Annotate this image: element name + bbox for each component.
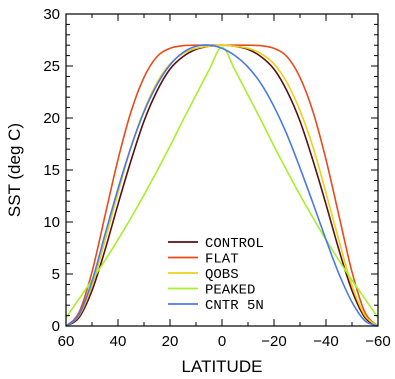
series-line-cntr-5n: [65, 44, 379, 327]
x-tick-label: 0: [218, 333, 226, 350]
x-tick-label: 40: [110, 333, 127, 350]
ticks-layer: 60 40 20 0 −20 −40 −60 0 5 10 15 20 25 30: [43, 6, 390, 350]
x-tick-label: −20: [261, 333, 286, 350]
x-tick-label: 20: [162, 333, 179, 350]
x-tick-label: −60: [365, 333, 390, 350]
series-layer: [65, 44, 379, 327]
y-tick-label: 5: [52, 266, 60, 283]
legend-label-control: CONTROL: [205, 236, 264, 252]
series-line-qobs: [65, 44, 379, 327]
y-tick-label: 0: [52, 318, 60, 335]
x-tick-label: −40: [313, 333, 338, 350]
y-tick-label: 25: [43, 58, 60, 75]
x-tick-label: 60: [58, 333, 75, 350]
y-tick-label: 10: [43, 214, 60, 231]
legend-label-peaked: PEAKED: [205, 283, 255, 299]
y-tick-label: 15: [43, 162, 60, 179]
legend-label-qobs: QOBS: [205, 267, 239, 283]
y-tick-label: 30: [43, 6, 60, 23]
y-tick-label: 20: [43, 110, 60, 127]
y-axis-title: SST (deg C): [5, 123, 24, 217]
x-axis-title: LATITUDE: [182, 357, 263, 376]
legend-label-flat: FLAT: [205, 252, 239, 268]
legend-label-cntr-5n: CNTR 5N: [205, 298, 264, 314]
